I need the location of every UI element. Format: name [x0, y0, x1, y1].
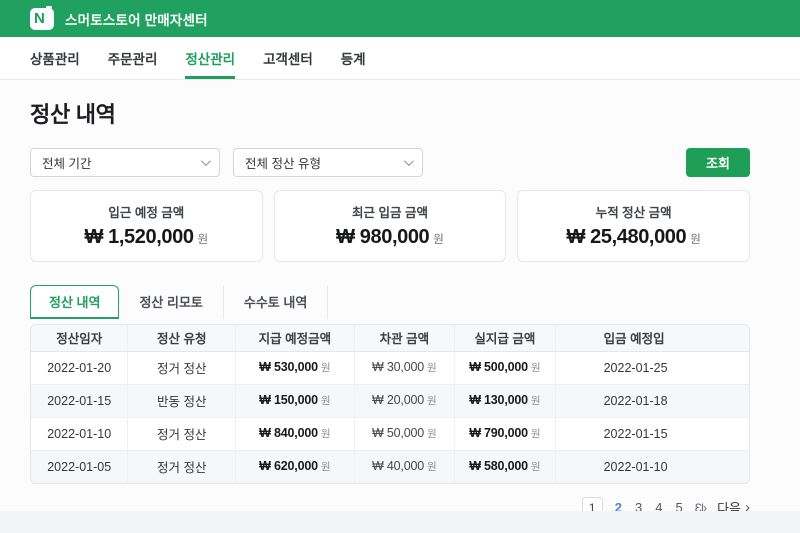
header-expected-amount: 지급 예정금액 — [235, 325, 355, 352]
cell-deduction-amount: ₩ 50,000 원 — [353, 417, 455, 450]
store-flag-icon — [44, 5, 52, 24]
chevron-down-icon — [403, 156, 414, 167]
card-label: 최근 입금 금액 — [352, 206, 428, 220]
amount-unit: 원 — [320, 428, 331, 440]
cell-deduction-amount: ₩ 20,000 원 — [353, 384, 455, 417]
page-button-3[interactable]: 3 — [635, 500, 643, 515]
header-deduction-amount: 차관 금액 — [353, 325, 455, 352]
card-amount: ₩ 1,520,000 원 — [84, 226, 209, 248]
cell-settlement-type: 정거 정산 — [127, 351, 236, 384]
amount-unit: 원 — [426, 395, 437, 407]
cell-deposit-date: 2022-01-18 — [554, 384, 749, 417]
cell-paid-amount: ₩ 130,000 원 — [454, 384, 556, 417]
cell-expected-amount: ₩ 620,000 원 — [235, 450, 355, 483]
page-button-4[interactable]: 4 — [655, 500, 663, 515]
page-button-5[interactable]: 5 — [675, 500, 683, 515]
amount-unit: 원 — [197, 234, 209, 246]
cell-settlement-type: 정거 정산 — [127, 450, 236, 483]
table-row: 2022-01-10 정거 정산 ₩ 840,000 원 ₩ 50,000 원 ₩ … — [31, 417, 749, 450]
cell-settlement-date: 2022-01-05 — [47, 459, 112, 474]
settlement-tabs: 정산 내역 정산 리모토 수수토 내역 — [30, 285, 750, 319]
nav-item-products[interactable]: 상품관리 — [30, 52, 80, 67]
cell-expected-amount: ₩ 840,000 원 — [235, 417, 355, 450]
cell-deposit-date: 2022-01-25 — [554, 351, 749, 384]
card-amount: ₩ 980,000 원 — [336, 226, 444, 248]
cell-settlement-date: 2022-01-10 — [47, 426, 112, 441]
card-label: 입근 예정 금액 — [108, 206, 185, 220]
cell-settlement-date: 2022-01-15 — [47, 393, 112, 408]
table-row: 2022-01-20 정거 정산 ₩ 530,000 원 ₩ 30,000 원 ₩ … — [31, 351, 749, 384]
amount-unit: 원 — [426, 428, 437, 440]
table-row: 2022-01-05 정거 정산 ₩ 620,000 원 ₩ 40,000 원 ₩ … — [31, 450, 749, 483]
store-logo[interactable]: N — [30, 5, 54, 30]
cell-deduction-amount: ₩ 30,000 원 — [353, 351, 455, 384]
settlement-table: 정산임자 정산 유청 지급 예정금액 차관 금액 실지급 금액 입금 예정입 2… — [31, 325, 749, 483]
amount-unit: 원 — [530, 428, 541, 440]
nav-item-stats[interactable]: 등계 — [340, 52, 366, 67]
tab-settlement-report[interactable]: 정산 리모토 — [119, 285, 224, 319]
amount-unit: 원 — [530, 461, 541, 474]
period-select[interactable]: 전체 기간 — [30, 148, 220, 177]
cell-paid-amount: ₩ 790,000 원 — [454, 417, 556, 450]
table-header-row: 정산임자 정산 유청 지급 예정금액 차관 금액 실지급 금액 입금 예정입 — [31, 325, 749, 352]
filter-row: 전체 기간 전체 정산 유형 조회 — [30, 148, 750, 177]
amount-unit: 원 — [320, 395, 331, 407]
header-deposit-date: 입금 예정입 — [554, 325, 749, 352]
settlement-type-value: 전체 정산 유형 — [245, 157, 321, 171]
cell-paid-amount: ₩ 580,000 원 — [454, 450, 556, 483]
settlement-type-select[interactable]: 전체 정산 유형 — [233, 148, 423, 177]
main-content: 정산 내역 전체 기간 전체 정산 유형 조회 입근 예정 금액 ₩ 1,520… — [0, 97, 800, 518]
cell-expected-amount: ₩ 150,000 원 — [235, 384, 355, 417]
page-title: 정산 내역 — [30, 102, 116, 127]
amount-unit: 원 — [433, 234, 444, 246]
card-cumulative-settlement: 누적 정산 금액 ₩ 25,480,000 원 — [517, 190, 751, 262]
amount-unit: 원 — [690, 234, 701, 246]
settlement-table-container: 정산임자 정산 유청 지급 예정금액 차관 금액 실지급 금액 입금 예정입 2… — [30, 324, 750, 484]
card-amount: ₩ 25,480,000 원 — [566, 226, 701, 248]
cell-deposit-date: 2022-01-10 — [554, 450, 749, 483]
table-row: 2022-01-15 반동 정산 ₩ 150,000 원 ₩ 20,000 원 ₩ … — [31, 384, 749, 417]
card-label: 누적 정산 금액 — [595, 206, 672, 220]
tab-fee-history[interactable]: 수수토 내역 — [224, 285, 329, 319]
card-recent-deposit: 최근 입금 금액 ₩ 980,000 원 — [273, 190, 507, 262]
nav-item-customer-center[interactable]: 고객센터 — [263, 52, 313, 67]
amount-unit: 원 — [320, 461, 331, 474]
chevron-right-icon: › — [745, 499, 750, 516]
cell-deduction-amount: ₩ 40,000 원 — [353, 450, 455, 483]
search-button[interactable]: 조회 — [686, 148, 750, 177]
nav-item-orders[interactable]: 주문관리 — [107, 52, 158, 67]
cell-settlement-type: 반동 정산 — [127, 384, 236, 417]
header-paid-amount: 실지급 금액 — [454, 325, 556, 352]
period-select-value: 전체 기간 — [42, 157, 92, 171]
cell-paid-amount: ₩ 500,000 원 — [454, 351, 556, 384]
amount-unit: 원 — [426, 362, 437, 374]
nav-item-settlement[interactable]: 정산관리 — [185, 37, 235, 79]
logo-letter: N — [34, 10, 45, 27]
summary-cards: 입근 예정 금액 ₩ 1,520,000 원 최근 입금 금액 ₩ 980,000… — [30, 190, 751, 262]
card-expected-deposit: 입근 예정 금액 ₩ 1,520,000 원 — [30, 190, 263, 262]
amount-unit: 원 — [426, 461, 437, 474]
amount-unit: 원 — [530, 395, 541, 407]
main-nav: 상품관리 주문관리 정산관리 고객센터 등계 — [0, 37, 800, 80]
header-settlement-type: 정산 유청 — [127, 325, 236, 352]
chevron-down-icon — [200, 156, 211, 167]
top-app-bar: N 스머토스토어 만매자센터 — [0, 0, 800, 37]
tab-settlement-history[interactable]: 정산 내역 — [30, 285, 120, 319]
cell-deposit-date: 2022-01-15 — [554, 417, 749, 450]
header-settlement-date: 정산임자 — [31, 325, 128, 352]
cell-settlement-date: 2022-01-20 — [47, 360, 112, 375]
cell-expected-amount: ₩ 530,000 원 — [235, 351, 355, 384]
amount-unit: 원 — [530, 362, 541, 374]
app-title: 스머토스토어 만매자센터 — [65, 12, 208, 28]
cell-settlement-type: 정거 정산 — [127, 417, 236, 450]
amount-unit: 원 — [320, 362, 331, 374]
footer-strip — [0, 511, 800, 533]
